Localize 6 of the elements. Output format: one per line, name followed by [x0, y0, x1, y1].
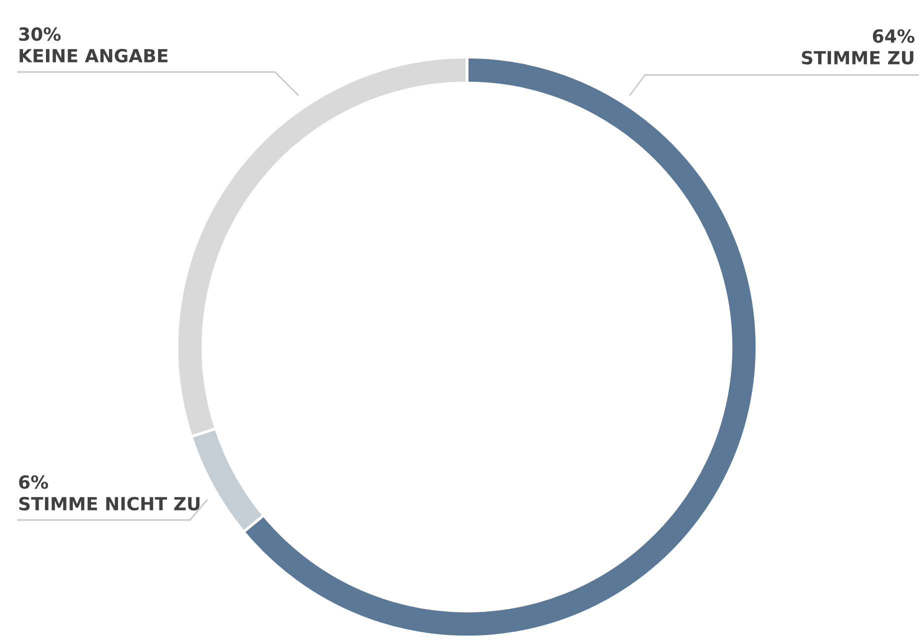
data-label: 6% — [19, 475, 48, 489]
data-label: 30% — [19, 27, 61, 41]
slice-label: KEINE ANGABE — [20, 48, 168, 62]
data-label: 64% — [872, 29, 914, 43]
slice-label: STIMME NICHT ZU — [19, 496, 200, 510]
slice-label: STIMME ZU — [802, 50, 914, 64]
